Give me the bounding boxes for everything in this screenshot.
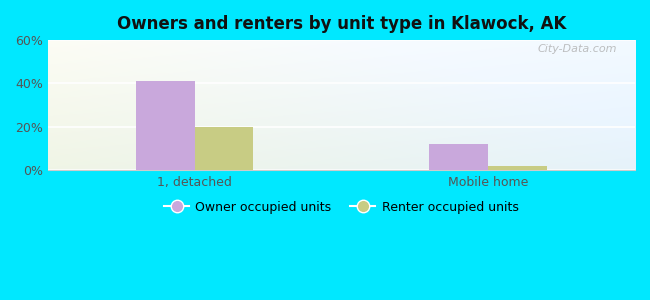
Bar [430,144,488,170]
Legend: Owner occupied units, Renter occupied units: Owner occupied units, Renter occupied un… [159,196,523,219]
Bar [136,81,194,170]
Bar [488,166,547,170]
Text: City-Data.com: City-Data.com [538,44,617,54]
Title: Owners and renters by unit type in Klawock, AK: Owners and renters by unit type in Klawo… [117,15,566,33]
Bar [194,127,254,170]
